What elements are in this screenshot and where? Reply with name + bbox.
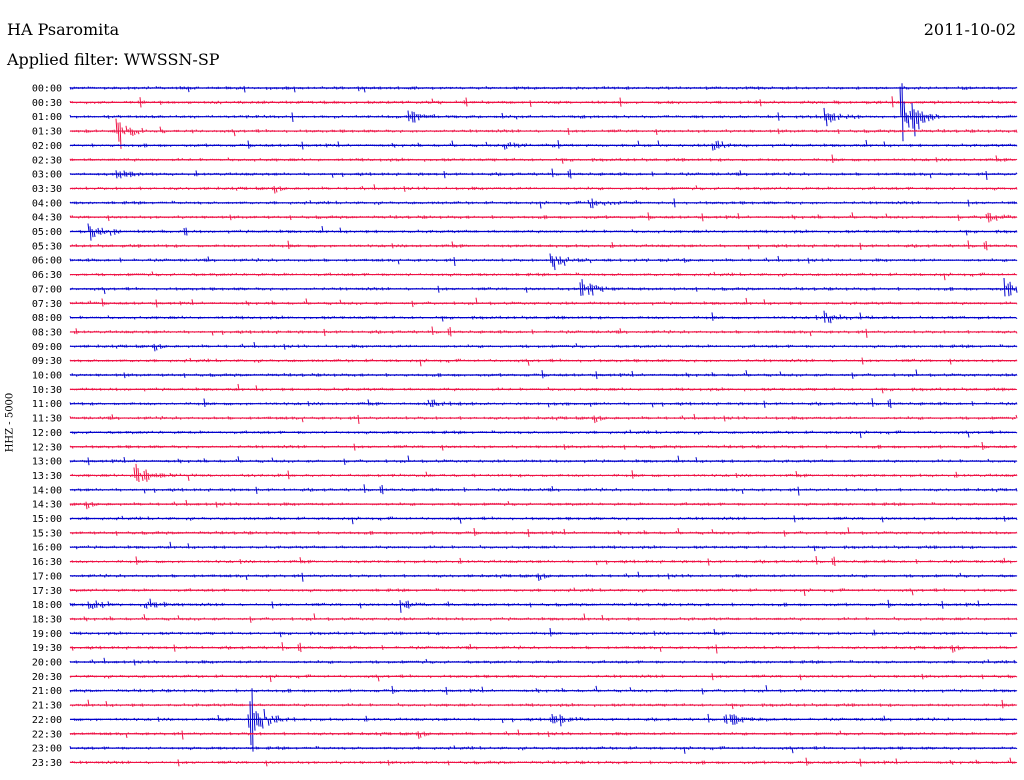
row-time-label: 06:00 bbox=[32, 256, 62, 267]
row-time-label: 01:30 bbox=[32, 127, 62, 138]
trace-line bbox=[69, 527, 1018, 538]
row-time-label: 22:30 bbox=[32, 729, 62, 740]
row-time-label: 01:00 bbox=[32, 112, 62, 123]
row-time-label: 20:30 bbox=[32, 672, 62, 683]
row-time-label: 04:30 bbox=[32, 213, 62, 224]
row-time-label: 10:30 bbox=[32, 385, 62, 396]
row-time-label: 14:00 bbox=[32, 485, 62, 496]
trace-line bbox=[69, 369, 1018, 380]
row-time-label: 13:00 bbox=[32, 457, 62, 468]
row-time-label: 11:30 bbox=[32, 414, 62, 425]
row-time-label: 08:00 bbox=[32, 313, 62, 324]
trace-line bbox=[69, 598, 1018, 613]
row-time-label: 08:30 bbox=[32, 327, 62, 338]
trace-line bbox=[69, 198, 1018, 209]
trace-line bbox=[69, 613, 1018, 623]
trace-line bbox=[69, 383, 1018, 394]
trace-line bbox=[69, 357, 1018, 367]
filter-label: Applied filter: WWSSN-SP bbox=[7, 50, 220, 69]
row-time-label: 10:00 bbox=[32, 371, 62, 382]
trace-line bbox=[69, 541, 1018, 552]
row-time-label: 11:00 bbox=[32, 399, 62, 410]
row-time-label: 18:00 bbox=[32, 600, 62, 611]
trace-line bbox=[69, 745, 1018, 754]
trace-line bbox=[69, 515, 1018, 525]
row-time-label: 05:30 bbox=[32, 241, 62, 252]
row-time-label: 09:30 bbox=[32, 356, 62, 367]
trace-line bbox=[69, 628, 1018, 638]
row-time-label: 07:00 bbox=[32, 284, 62, 295]
row-time-label: 13:30 bbox=[32, 471, 62, 482]
row-time-label: 16:00 bbox=[32, 543, 62, 554]
row-time-label: 03:00 bbox=[32, 170, 62, 181]
row-time-label: 14:30 bbox=[32, 500, 62, 511]
row-time-label: 19:30 bbox=[32, 643, 62, 654]
row-time-label: 20:00 bbox=[32, 658, 62, 669]
row-time-label: 02:00 bbox=[32, 141, 62, 152]
row-time-label: 12:00 bbox=[32, 428, 62, 439]
row-time-label: 19:00 bbox=[32, 629, 62, 640]
row-time-label: 03:30 bbox=[32, 184, 62, 195]
trace-line bbox=[69, 685, 1018, 695]
row-time-label: 06:30 bbox=[32, 270, 62, 281]
row-time-label: 16:30 bbox=[32, 557, 62, 568]
row-time-label: 09:00 bbox=[32, 342, 62, 353]
row-time-label: 05:00 bbox=[32, 227, 62, 238]
trace-line bbox=[69, 85, 1018, 93]
date-label: 2011-10-02 bbox=[923, 20, 1016, 39]
row-time-label: 00:30 bbox=[32, 98, 62, 109]
trace-line bbox=[69, 297, 1018, 308]
trace-line bbox=[69, 413, 1018, 424]
row-time-label: 00:00 bbox=[32, 84, 62, 95]
row-time-label: 21:30 bbox=[32, 701, 62, 712]
trace-line bbox=[69, 271, 1018, 281]
trace-line bbox=[69, 429, 1018, 439]
row-time-label: 15:30 bbox=[32, 528, 62, 539]
row-time-label: 17:30 bbox=[32, 586, 62, 597]
trace-line bbox=[69, 118, 1018, 149]
row-time-label: 23:30 bbox=[32, 758, 62, 769]
trace-line bbox=[69, 729, 1018, 740]
row-time-label: 15:00 bbox=[32, 514, 62, 525]
row-time-label: 04:00 bbox=[32, 198, 62, 209]
trace-line bbox=[69, 455, 1018, 466]
row-time-label: 18:30 bbox=[32, 614, 62, 625]
trace-line bbox=[69, 463, 1018, 483]
row-time-label: 21:00 bbox=[32, 686, 62, 697]
trace-line bbox=[69, 310, 1018, 324]
station-title: HA Psaromita bbox=[7, 20, 120, 39]
trace-line bbox=[69, 277, 1018, 297]
row-time-label: 02:30 bbox=[32, 155, 62, 166]
trace-line bbox=[69, 571, 1018, 582]
trace-line bbox=[69, 587, 1018, 596]
row-time-label: 07:30 bbox=[32, 299, 62, 310]
row-time-label: 22:00 bbox=[32, 715, 62, 726]
row-time-label: 12:30 bbox=[32, 442, 62, 453]
trace-line bbox=[69, 699, 1018, 710]
trace-line bbox=[69, 253, 1018, 271]
row-time-label: 17:00 bbox=[32, 571, 62, 582]
row-time-label: 23:00 bbox=[32, 744, 62, 755]
trace-line bbox=[69, 673, 1018, 683]
